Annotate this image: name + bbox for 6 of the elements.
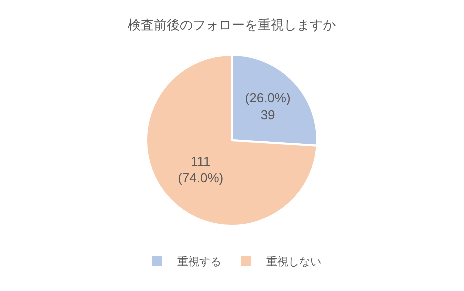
data-label: 111 (74.0%) (178, 154, 224, 186)
legend-label: 重視する (178, 255, 222, 268)
legend-label: 重視しない (266, 255, 322, 268)
chart-title: 検査前後のフォローを重視しますか (128, 17, 336, 32)
pie-slice (146, 54, 318, 227)
data-label: (26.0%) 39 (245, 90, 291, 123)
